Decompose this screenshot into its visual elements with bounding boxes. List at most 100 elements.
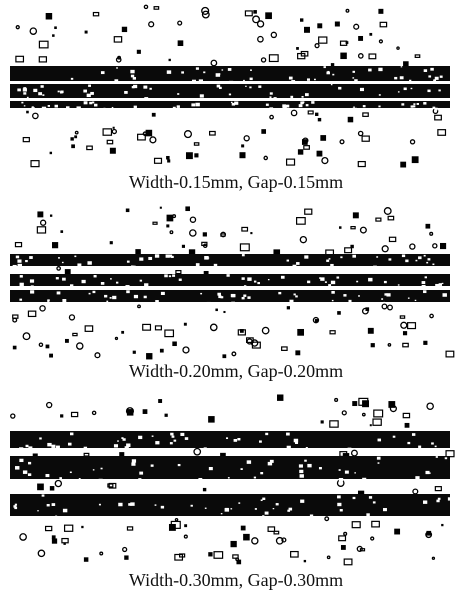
line-gap (225, 437, 229, 440)
speck (357, 53, 364, 59)
line-gap (428, 75, 432, 78)
line-gap (330, 84, 333, 86)
speck (106, 139, 114, 145)
line-gap (307, 463, 312, 468)
line-gap (144, 97, 149, 101)
line-gap (38, 92, 43, 96)
line-gap (90, 91, 94, 95)
line-gap (81, 279, 86, 284)
line-gap (121, 437, 124, 439)
line-gap (383, 280, 387, 284)
speck (362, 112, 369, 117)
line-gap (340, 256, 343, 259)
line-gap (314, 78, 316, 81)
line-gap (139, 471, 144, 475)
printed-line (10, 290, 450, 302)
line-gap (368, 68, 372, 72)
line-gap (295, 295, 298, 298)
line-gap (378, 67, 383, 72)
line-gap (267, 279, 270, 281)
line-gap (200, 292, 203, 295)
speck (30, 160, 40, 168)
speck (404, 422, 410, 428)
line-gap (305, 447, 308, 449)
speck (241, 144, 245, 148)
line-gap (76, 106, 81, 110)
speck (121, 26, 128, 33)
line-gap (116, 67, 118, 69)
speck (38, 56, 48, 63)
line-gap (47, 442, 52, 447)
speck (168, 523, 176, 531)
speck (54, 26, 57, 30)
speck (183, 130, 193, 139)
line-gap (259, 440, 262, 443)
speck (239, 152, 246, 159)
speck (261, 129, 267, 134)
speck (37, 211, 44, 218)
line-gap (21, 101, 24, 104)
speck (304, 208, 313, 215)
speck (303, 145, 310, 150)
speck (38, 342, 44, 348)
speck (426, 530, 432, 536)
printed-line (10, 494, 450, 516)
line-gap (352, 254, 356, 258)
line-gap (246, 460, 252, 464)
speck (314, 43, 320, 49)
speck (112, 126, 115, 129)
line-gap (254, 508, 257, 510)
line-gap (299, 474, 304, 478)
line-gap (26, 96, 29, 99)
line-gap (171, 435, 175, 438)
line-gap (19, 275, 23, 278)
line-gap (354, 79, 358, 83)
speck (340, 52, 347, 60)
line-gap (230, 508, 233, 510)
speck (51, 535, 56, 540)
line-gap (180, 432, 185, 436)
speck (250, 232, 253, 235)
line-gap (208, 466, 213, 471)
speck (350, 449, 358, 457)
line-gap (401, 103, 405, 106)
speck (44, 525, 53, 532)
speck (445, 350, 455, 358)
line-gap (173, 439, 177, 442)
line-gap (138, 435, 143, 440)
speck (303, 559, 307, 563)
line-gap (195, 67, 199, 70)
line-gap (338, 86, 342, 90)
line-gap (15, 466, 20, 470)
speck (52, 242, 59, 249)
speck (257, 35, 264, 43)
printed-line (10, 84, 450, 98)
line-gap (289, 299, 294, 303)
line-gap (262, 515, 265, 517)
speck (381, 245, 389, 253)
speck (166, 214, 174, 222)
line-gap (425, 470, 430, 475)
line-gap (132, 77, 136, 80)
line-gap (272, 508, 275, 510)
speck (337, 311, 341, 315)
speck (244, 10, 253, 17)
line-gap (98, 503, 101, 506)
line-gap (423, 254, 426, 257)
speck (86, 145, 93, 151)
line-gap (437, 497, 441, 500)
line-gap (241, 254, 245, 257)
speck (243, 135, 250, 142)
speck (92, 11, 100, 17)
line-gap (275, 503, 279, 506)
speck (270, 31, 278, 39)
line-gap (415, 476, 420, 480)
speck (159, 348, 164, 353)
line-gap (143, 85, 148, 89)
speck (402, 412, 411, 419)
speck (39, 305, 46, 312)
speck (261, 326, 270, 335)
speck (388, 401, 396, 408)
line-gap (359, 87, 364, 92)
speck (109, 241, 113, 245)
